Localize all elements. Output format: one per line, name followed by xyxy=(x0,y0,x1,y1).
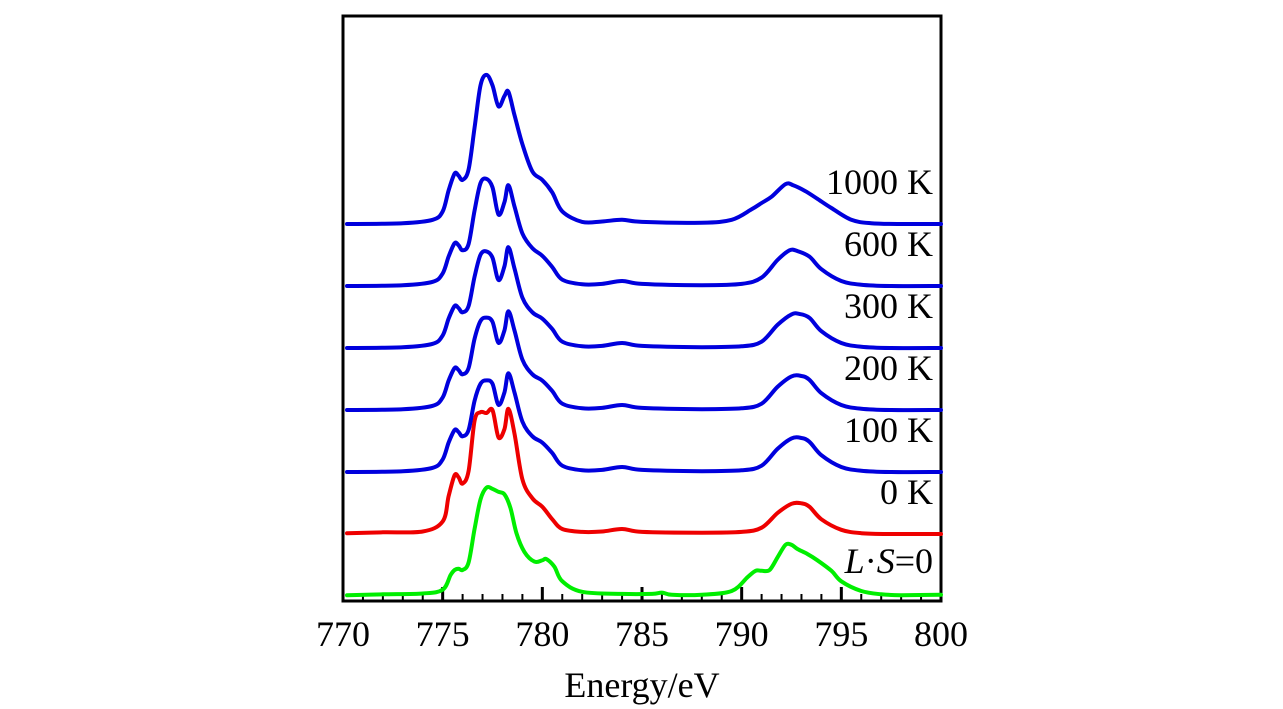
curve-labels: L·S=0 0 K 100 K 200 K 300 K 600 K 1000 K xyxy=(826,162,933,581)
curve-l-s-0 xyxy=(345,485,943,598)
curve-100-k xyxy=(345,371,943,475)
curve-label-600-k: 600 K xyxy=(844,224,933,264)
x-tick-label-790: 790 xyxy=(715,614,769,654)
curve-600-k xyxy=(345,176,943,289)
curve-label-1000-k: 1000 K xyxy=(826,162,933,202)
x-tick-label-780: 780 xyxy=(515,614,569,654)
x-tick-label-775: 775 xyxy=(416,614,470,654)
curve-label-200-k: 200 K xyxy=(844,348,933,388)
x-tick-label-795: 795 xyxy=(814,614,868,654)
curve-0-k xyxy=(345,406,943,537)
x-tick-label-800: 800 xyxy=(914,614,968,654)
curve-label-100-k: 100 K xyxy=(844,410,933,450)
x-tick-label-785: 785 xyxy=(615,614,669,654)
curve-label-ls0: L·S=0 xyxy=(844,541,933,581)
curve-200-k xyxy=(345,309,943,413)
x-axis-label: Energy/eV xyxy=(564,665,719,705)
spectra-curves xyxy=(345,72,943,598)
curve-1000-k xyxy=(345,72,943,227)
curve-300-k xyxy=(345,245,943,351)
x-tick-label-770: 770 xyxy=(316,614,370,654)
x-axis-ticks: 770 775 780 785 790 795 800 xyxy=(316,587,968,654)
curve-label-0-k: 0 K xyxy=(880,472,933,512)
curve-label-300-k: 300 K xyxy=(844,286,933,326)
